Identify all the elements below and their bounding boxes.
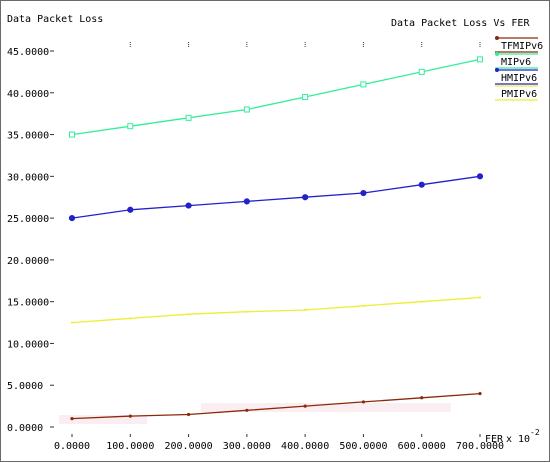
data-point	[420, 396, 424, 400]
data-point	[302, 93, 309, 100]
data-point	[186, 412, 191, 417]
plot-band	[201, 403, 451, 412]
x-tick-label: 700.0000	[456, 441, 504, 452]
data-point	[304, 308, 307, 312]
series-pmipv6	[70, 296, 482, 324]
legend-item: PMIPv6	[495, 85, 538, 101]
x-tick-label: 400.0000	[281, 441, 329, 452]
y-tick-label: 0.0000	[7, 423, 43, 434]
legend-label: MIPv6	[501, 57, 531, 68]
data-point	[127, 123, 134, 130]
y-tick-label: 35.0000	[7, 131, 49, 142]
legend-label: HMIPv6	[501, 73, 537, 84]
y-tick-label: 25.0000	[7, 214, 49, 225]
series-line	[71, 175, 481, 219]
x-tick-label: 300.0000	[223, 441, 271, 452]
y-tick-label: 20.0000	[7, 256, 49, 267]
data-point	[69, 131, 75, 138]
data-point	[362, 304, 365, 307]
data-point	[360, 81, 367, 88]
y-tick-label: 45.0000	[7, 47, 49, 58]
series-line	[71, 58, 481, 136]
series-layer	[68, 56, 484, 421]
data-point	[243, 198, 250, 205]
x-tick-label: 500.0000	[339, 441, 387, 452]
data-point	[187, 313, 190, 316]
data-point	[185, 202, 192, 209]
y-tick-label: 30.0000	[7, 172, 49, 183]
data-point	[361, 400, 366, 404]
legend-marker	[495, 52, 499, 56]
data-point	[243, 106, 250, 113]
data-point	[127, 206, 134, 213]
series-mipv6	[69, 56, 483, 138]
data-point	[245, 408, 249, 412]
data-point	[70, 417, 74, 421]
x-axis-exponent-power: -2	[530, 428, 540, 437]
legend-label: TFMIPv6	[501, 41, 543, 52]
plot-band	[59, 415, 147, 424]
data-point	[70, 321, 74, 324]
series-hmipv6	[68, 173, 484, 222]
y-axis-label: Data Packet Loss	[7, 14, 103, 25]
data-point	[476, 173, 484, 180]
series-line	[71, 392, 481, 420]
data-point	[418, 68, 425, 75]
x-tick-label: 200.0000	[164, 441, 212, 452]
data-point	[68, 215, 76, 222]
legend-marker	[495, 68, 499, 72]
y-tick-label: 40.0000	[7, 89, 49, 100]
legend-item: HMIPv6	[495, 68, 538, 85]
data-point	[360, 189, 367, 197]
series-line	[71, 296, 481, 324]
legend-marker	[495, 36, 499, 40]
data-point	[185, 114, 192, 121]
data-point	[418, 181, 425, 188]
data-point	[129, 317, 132, 320]
x-tick-label: 600.0000	[398, 441, 446, 452]
data-point	[478, 391, 482, 396]
data-point	[128, 414, 132, 418]
x-tick-label: 100.0000	[106, 441, 154, 452]
x-axis-label-group: FER x 10 -2	[485, 428, 540, 445]
data-point	[477, 56, 483, 63]
legend-label: PMIPv6	[501, 89, 537, 100]
data-point	[478, 296, 482, 299]
x-axis-exponent: x 10	[506, 434, 530, 445]
axis-ticks: 0.0000 5.0000 10.0000 15.0000 20.0000 25.0000…	[7, 42, 504, 452]
y-tick-label: 5.0000	[7, 381, 43, 392]
data-point	[420, 300, 423, 303]
legend-item: TFMIPv6	[495, 36, 543, 53]
y-tick-label: 15.0000	[7, 298, 49, 309]
x-axis-label: FER	[485, 434, 504, 445]
x-tick-label: 0.0000	[54, 441, 90, 452]
chart-title: Data Packet Loss Vs FER	[391, 18, 530, 29]
data-point	[302, 194, 309, 201]
data-point	[303, 404, 307, 408]
legend-item: MIPv6	[495, 52, 538, 69]
series-tfmipv6	[70, 391, 482, 421]
y-tick-label: 10.0000	[7, 339, 49, 350]
legend: TFMIPv6 MIPv6 HMIPv6 PMIPv6	[495, 36, 543, 101]
data-point	[245, 310, 248, 313]
